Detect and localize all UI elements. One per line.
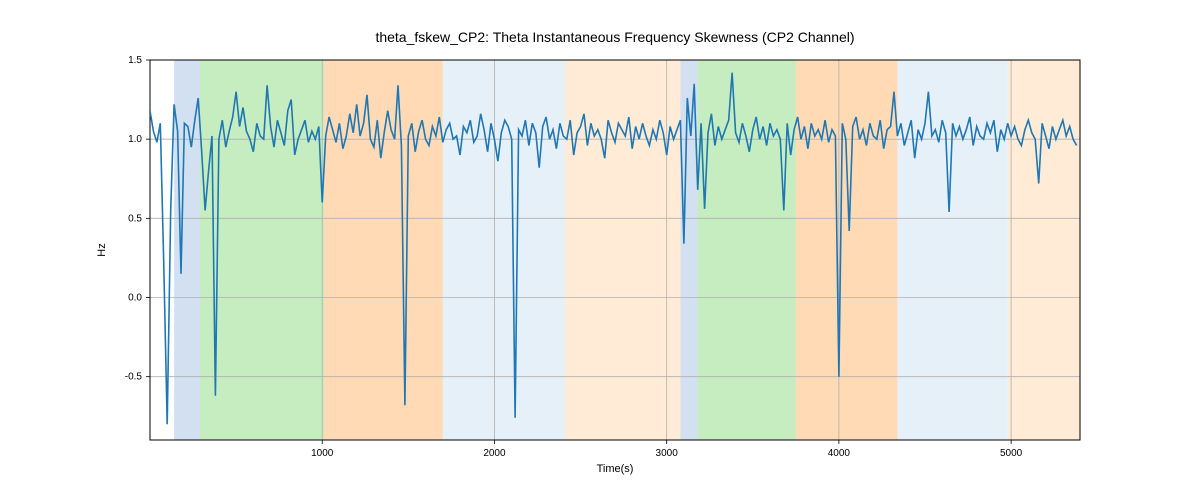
- x-tick-label: 4000: [828, 448, 851, 459]
- chart-container: theta_fskew_CP2: Theta Instantaneous Fre…: [0, 0, 1200, 500]
- background-span: [200, 60, 324, 440]
- x-tick-label: 5000: [1000, 448, 1023, 459]
- y-axis-label: Hz: [96, 243, 108, 256]
- y-tick-label: 1.0: [128, 134, 142, 145]
- y-tick-label: 0.5: [128, 213, 142, 224]
- x-ticks: 1000 2000 3000 4000 5000: [311, 440, 1023, 459]
- y-tick-label: -0.5: [125, 372, 143, 383]
- x-axis-label: Time(s): [597, 463, 634, 475]
- y-tick-label: 1.5: [128, 55, 142, 66]
- background-span: [324, 60, 443, 440]
- background-span: [1008, 60, 1080, 440]
- chart-svg: theta_fskew_CP2: Theta Instantaneous Fre…: [0, 0, 1200, 500]
- y-tick-label: 0.0: [128, 293, 142, 304]
- y-ticks: -0.5 0.0 0.5 1.0 1.5: [125, 55, 150, 383]
- x-tick-label: 3000: [656, 448, 679, 459]
- background-span: [897, 60, 1007, 440]
- chart-title: theta_fskew_CP2: Theta Instantaneous Fre…: [375, 29, 854, 45]
- background-spans: [174, 60, 1080, 440]
- x-tick-label: 1000: [311, 448, 334, 459]
- x-tick-label: 2000: [483, 448, 506, 459]
- background-span: [796, 60, 898, 440]
